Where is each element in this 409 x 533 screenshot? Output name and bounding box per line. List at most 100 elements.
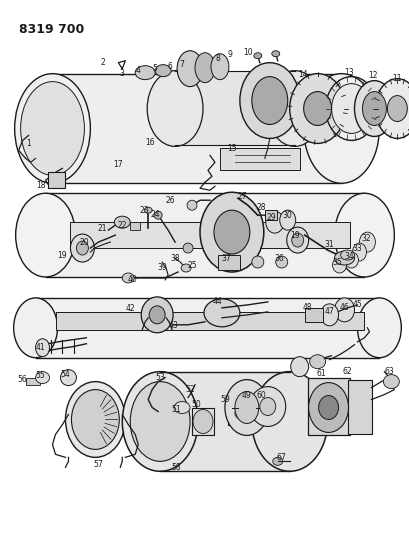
Text: 43: 43 [168,321,178,330]
Bar [264,210,276,220]
Ellipse shape [357,298,400,358]
Ellipse shape [71,390,119,449]
Text: 23: 23 [139,206,148,215]
Ellipse shape [114,216,130,228]
Ellipse shape [354,80,393,136]
Text: 29: 29 [266,213,276,222]
Text: 51: 51 [171,405,180,414]
Ellipse shape [36,372,49,384]
Ellipse shape [183,243,193,253]
Text: 39: 39 [157,263,166,272]
Ellipse shape [291,233,303,247]
Ellipse shape [249,386,285,426]
Text: 13: 13 [344,68,353,77]
Ellipse shape [309,354,325,369]
Text: 38: 38 [170,254,180,263]
Ellipse shape [61,370,76,385]
Ellipse shape [70,234,94,262]
Ellipse shape [331,84,371,133]
Bar [55,312,364,330]
Text: 24: 24 [150,209,160,219]
Ellipse shape [265,211,283,233]
Ellipse shape [200,192,263,272]
Ellipse shape [122,273,134,283]
Text: 25: 25 [187,261,196,270]
Ellipse shape [308,383,348,432]
Ellipse shape [20,82,84,175]
Text: 7: 7 [179,60,184,69]
Text: 19: 19 [289,231,299,240]
Ellipse shape [266,71,322,147]
Text: 31: 31 [324,239,334,248]
Text: 14: 14 [297,70,307,79]
Bar [307,377,348,435]
Ellipse shape [204,299,239,327]
Bar [52,74,341,183]
Ellipse shape [289,74,345,143]
Text: 56: 56 [18,375,27,384]
Text: 53: 53 [155,373,165,382]
Ellipse shape [259,398,275,416]
Ellipse shape [147,71,202,147]
Text: 27: 27 [236,192,246,201]
Text: 63: 63 [384,367,393,376]
Bar [47,172,65,188]
Text: 61: 61 [316,369,326,378]
Text: 34: 34 [344,252,353,261]
Ellipse shape [303,74,378,183]
Ellipse shape [177,51,202,86]
Ellipse shape [155,64,171,77]
Text: 55: 55 [36,371,45,380]
Text: 12: 12 [368,71,377,80]
Text: 32: 32 [361,233,371,243]
Text: 60: 60 [256,391,266,400]
Ellipse shape [154,211,162,219]
Bar [45,193,364,277]
Ellipse shape [340,250,354,260]
Ellipse shape [195,53,214,83]
Text: 47: 47 [324,308,334,317]
Ellipse shape [303,92,331,125]
Ellipse shape [382,375,398,389]
Ellipse shape [275,256,287,268]
Text: 45: 45 [352,301,362,309]
Bar [70,222,348,248]
Text: 37: 37 [220,254,230,263]
Text: 15: 15 [227,144,236,153]
Ellipse shape [36,339,49,357]
Text: 18: 18 [36,181,45,190]
Ellipse shape [130,382,190,462]
Ellipse shape [332,257,346,273]
Text: 8319 700: 8319 700 [18,23,84,36]
Text: 11: 11 [392,74,401,83]
Ellipse shape [251,256,263,268]
Ellipse shape [187,200,197,210]
Text: 30: 30 [282,211,292,220]
Text: 2: 2 [101,58,106,67]
Ellipse shape [149,306,165,324]
Text: 49: 49 [241,391,251,400]
Text: 57: 57 [93,460,103,469]
Ellipse shape [359,232,375,252]
Text: 35: 35 [332,257,342,266]
Text: 46: 46 [339,303,348,312]
Text: 40: 40 [127,276,137,285]
Ellipse shape [141,297,173,333]
Ellipse shape [253,53,261,59]
Bar [227,401,257,425]
Ellipse shape [15,74,90,183]
Text: 8: 8 [215,54,220,63]
Bar [304,308,322,322]
Ellipse shape [234,392,258,423]
Text: 52: 52 [185,385,194,394]
Ellipse shape [286,227,308,253]
Ellipse shape [334,251,354,265]
Text: 50: 50 [191,400,200,409]
Ellipse shape [375,79,409,139]
Text: 58: 58 [171,463,180,472]
Ellipse shape [334,193,393,277]
Ellipse shape [272,457,282,465]
Bar [219,148,299,171]
Text: 28: 28 [256,203,265,212]
Ellipse shape [320,304,338,326]
